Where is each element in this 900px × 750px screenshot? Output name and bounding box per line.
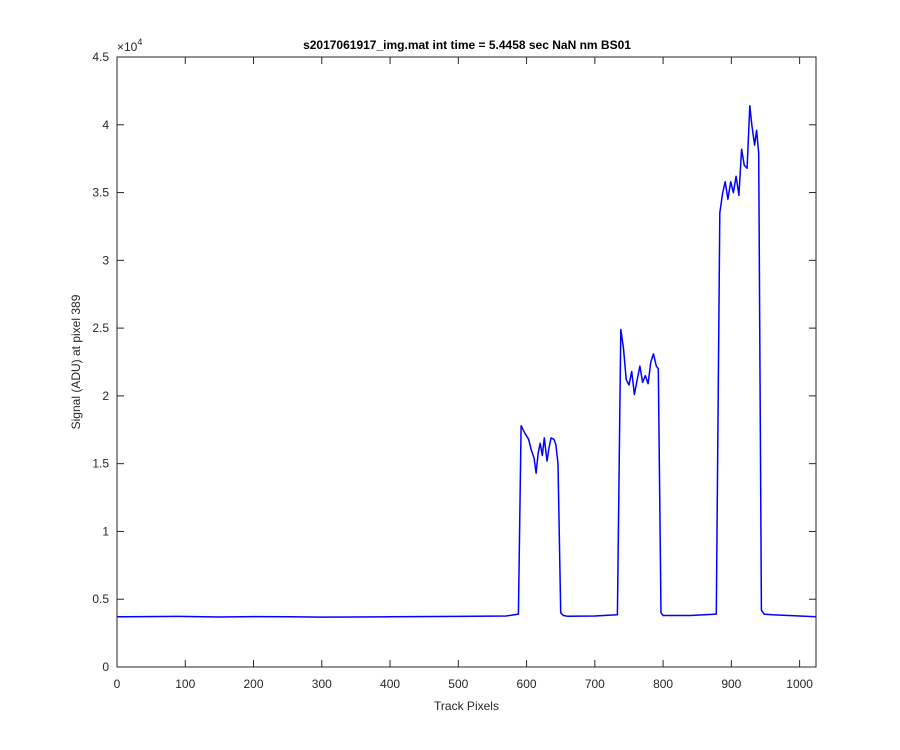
y-axis-label: Signal (ADU) at pixel 389 (69, 294, 83, 429)
y-tick-label: 1 (102, 524, 109, 538)
x-tick-label: 300 (312, 677, 332, 691)
y-tick-label: 3 (102, 253, 109, 267)
x-tick-label: 700 (585, 677, 605, 691)
x-tick-label: 400 (380, 677, 400, 691)
y-tick-label: 0 (102, 660, 109, 674)
y-tick-label: 0.5 (92, 592, 109, 606)
x-tick-label: 1000 (786, 677, 813, 691)
x-tick-label: 0 (114, 677, 121, 691)
y-tick-label: 4 (102, 118, 109, 132)
x-tick-label: 500 (448, 677, 468, 691)
x-tick-label: 600 (517, 677, 537, 691)
y-tick-label: 2 (102, 389, 109, 403)
x-axis-label: Track Pixels (434, 699, 499, 713)
y-tick-label: 2.5 (92, 321, 109, 335)
x-tick-label: 200 (244, 677, 264, 691)
x-tick-label: 100 (175, 677, 195, 691)
y-exponent-label: ×104 (117, 37, 142, 54)
x-tick-label: 800 (653, 677, 673, 691)
y-axis: 0 0.5 1 1.5 2 2.5 3 3.5 4 4.5 (92, 50, 816, 674)
y-tick-label: 3.5 (92, 186, 109, 200)
axes-box (116, 56, 817, 668)
plot-area (116, 56, 817, 668)
y-tick-label: 1.5 (92, 457, 109, 471)
y-tick-label: 4.5 (92, 50, 109, 64)
series-line-1 (116, 105, 817, 618)
x-axis: 0 100 200 300 400 500 600 700 800 900 1000 (114, 57, 813, 691)
chart-title: s2017061917_img.mat int time = 5.4458 se… (303, 38, 631, 52)
x-tick-label: 900 (721, 677, 741, 691)
